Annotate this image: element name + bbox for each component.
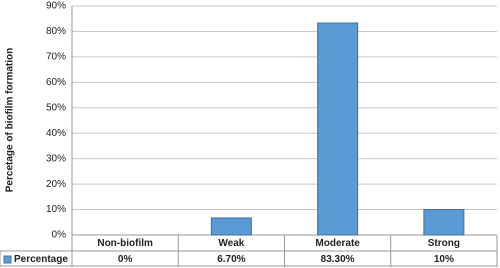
y-tick-label: 30% (46, 153, 66, 164)
legend-label: Percentage (14, 254, 68, 265)
y-tick-label: 60% (46, 77, 66, 88)
bar (423, 209, 465, 236)
x-tick-label: Strong (428, 238, 460, 249)
data-label: 0% (118, 254, 133, 265)
bar (210, 217, 252, 236)
x-tick-label: Moderate (315, 238, 360, 249)
bar (317, 22, 359, 236)
y-tick-label: 90% (46, 1, 66, 12)
y-tick-label: 40% (46, 128, 66, 139)
x-tick-label: Weak (218, 238, 244, 249)
data-label: 10% (434, 254, 454, 265)
y-tick-label: 20% (46, 179, 66, 190)
y-tick-label: 10% (46, 204, 66, 215)
y-axis-title: Percetage of biofilm formation (5, 48, 16, 192)
y-tick-label: 70% (46, 52, 66, 63)
y-tick-label: 80% (46, 26, 66, 37)
data-label: 83.30% (321, 254, 355, 265)
y-tick-label: 50% (46, 102, 66, 113)
data-label: 6.70% (217, 254, 245, 265)
y-tick-label: 0% (52, 230, 67, 241)
x-tick-label: Non-biofilm (97, 238, 153, 249)
legend-swatch (3, 255, 12, 264)
